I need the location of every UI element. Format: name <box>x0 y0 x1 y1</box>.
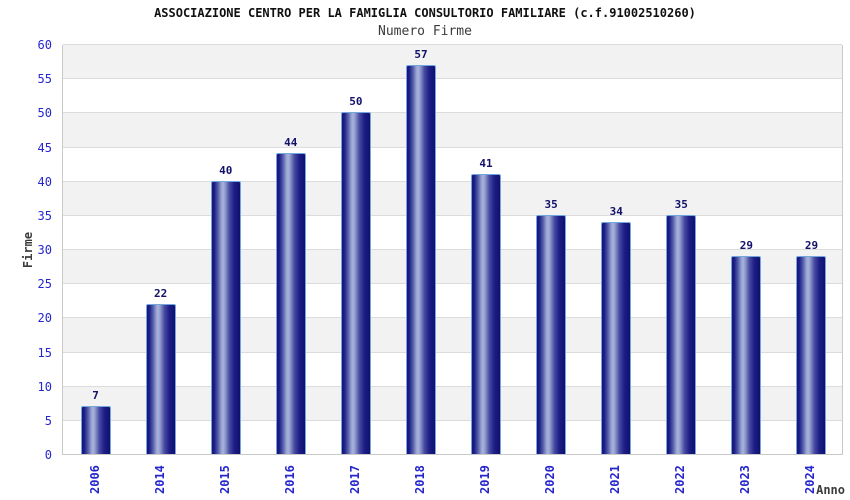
x-tick-label: 2016 <box>282 465 297 494</box>
y-tick-label: 60 <box>37 38 52 52</box>
y-tick-label: 55 <box>37 72 52 87</box>
y-tick-label: 0 <box>44 448 52 462</box>
y-tick-label: 40 <box>37 174 52 189</box>
bar-value-label: 34 <box>609 204 623 218</box>
y-tick-label: 45 <box>37 140 52 155</box>
bar-value-label: 35 <box>544 197 558 211</box>
bar <box>275 153 306 454</box>
y-tick-label: 20 <box>37 311 52 326</box>
x-tick-label: 2023 <box>738 465 753 494</box>
bar-value-label: 57 <box>414 47 428 61</box>
bar <box>796 255 827 454</box>
grid-band <box>63 385 842 420</box>
bar <box>536 214 567 454</box>
bar <box>471 173 502 454</box>
bar <box>601 221 632 454</box>
grid-band <box>63 419 842 454</box>
y-tick-label: 5 <box>44 413 52 428</box>
bar <box>666 214 697 454</box>
grid-band <box>63 146 842 181</box>
bar <box>731 255 762 454</box>
y-tick-label: 25 <box>37 277 52 292</box>
x-tick-label: 2021 <box>608 465 623 494</box>
grid-band <box>63 180 842 215</box>
grid-band <box>63 44 842 79</box>
grid-band <box>63 78 842 113</box>
bar-value-label: 29 <box>739 238 753 252</box>
y-tick-label: 30 <box>37 243 52 257</box>
bar-value-label: 35 <box>674 197 688 211</box>
x-tick-label: 2024 <box>803 465 818 494</box>
y-tick-label: 15 <box>37 345 52 360</box>
bar <box>340 112 371 454</box>
x-tick-label: 2006 <box>87 465 102 494</box>
y-tick-label: 10 <box>37 379 52 394</box>
x-tick-label: 2022 <box>673 465 688 494</box>
page-title: ASSOCIAZIONE CENTRO PER LA FAMIGLIA CONS… <box>154 6 696 20</box>
x-tick-label: 2014 <box>152 465 167 494</box>
bar-value-label: 44 <box>284 136 298 150</box>
grid-band <box>63 317 842 352</box>
grid-band <box>63 214 842 249</box>
plot-area: 7 22 40 44 50 57 41 35 34 35 29 29 <box>62 44 843 455</box>
x-tick-label: 2019 <box>478 465 493 494</box>
x-tick-label: 2018 <box>412 465 427 494</box>
grid-band <box>63 283 842 318</box>
bar-value-label: 29 <box>804 238 819 252</box>
x-tick-label: 2020 <box>543 465 558 494</box>
bar <box>80 406 111 454</box>
bar <box>405 64 436 454</box>
grid-band <box>63 249 842 284</box>
bar-value-label: 50 <box>349 95 363 109</box>
bar <box>210 180 241 454</box>
bar <box>145 303 176 454</box>
bar-value-label: 7 <box>92 389 99 403</box>
bar-value-label: 40 <box>219 163 233 177</box>
y-tick-label: 50 <box>37 106 52 121</box>
x-axis-label: Anno <box>816 483 845 497</box>
y-tick-label: 35 <box>37 208 52 223</box>
bar-value-label: 22 <box>154 286 168 300</box>
chart-subtitle: Numero Firme <box>378 24 472 39</box>
grid-band <box>63 112 842 147</box>
bar-value-label: 41 <box>479 156 493 170</box>
x-tick-label: 2017 <box>347 465 362 494</box>
x-tick-label: 2015 <box>217 465 232 494</box>
grid-band <box>63 351 842 386</box>
